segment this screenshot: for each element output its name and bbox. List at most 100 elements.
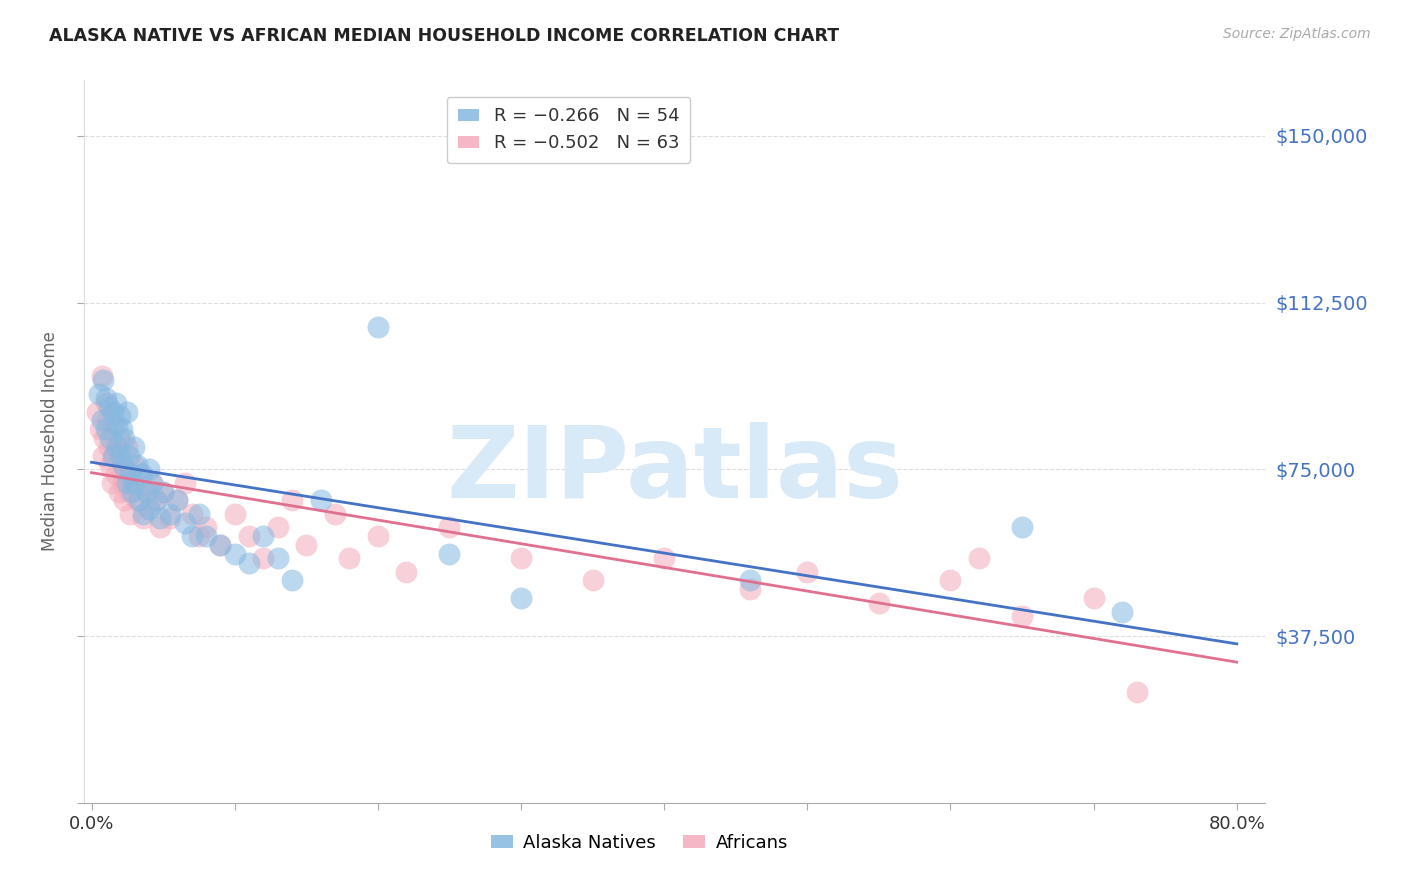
Point xyxy=(159,511,181,525)
Point xyxy=(166,493,188,508)
Point xyxy=(128,493,150,508)
Point xyxy=(309,493,332,508)
Point xyxy=(166,493,188,508)
Y-axis label: Median Household Income: Median Household Income xyxy=(41,332,59,551)
Point xyxy=(94,395,117,409)
Point xyxy=(120,467,142,481)
Point xyxy=(105,440,128,454)
Point xyxy=(138,462,160,476)
Point xyxy=(87,386,110,401)
Point xyxy=(395,565,418,579)
Point xyxy=(141,475,163,490)
Point xyxy=(209,538,232,552)
Point xyxy=(138,502,160,516)
Point xyxy=(1083,591,1105,606)
Point xyxy=(120,507,142,521)
Point xyxy=(90,413,112,427)
Point xyxy=(238,556,260,570)
Text: ALASKA NATIVE VS AFRICAN MEDIAN HOUSEHOLD INCOME CORRELATION CHART: ALASKA NATIVE VS AFRICAN MEDIAN HOUSEHOL… xyxy=(49,27,839,45)
Point xyxy=(97,440,120,454)
Point xyxy=(121,475,143,490)
Point xyxy=(510,551,533,566)
Point xyxy=(581,574,603,588)
Point xyxy=(967,551,990,566)
Point xyxy=(117,475,139,490)
Point xyxy=(110,422,132,436)
Point xyxy=(180,507,202,521)
Point xyxy=(129,467,152,481)
Point xyxy=(93,431,115,445)
Point xyxy=(439,547,461,561)
Point xyxy=(118,484,141,499)
Point xyxy=(180,529,202,543)
Point xyxy=(124,475,146,490)
Point xyxy=(195,529,218,543)
Point xyxy=(111,475,134,490)
Legend: Alaska Natives, Africans: Alaska Natives, Africans xyxy=(484,826,796,859)
Point xyxy=(141,475,163,490)
Point xyxy=(105,440,128,454)
Point xyxy=(173,516,195,530)
Point xyxy=(90,368,112,383)
Point xyxy=(149,520,172,534)
Point xyxy=(107,484,129,499)
Point xyxy=(224,507,246,521)
Point xyxy=(796,565,818,579)
Point xyxy=(252,529,274,543)
Point xyxy=(124,458,146,472)
Point xyxy=(159,507,181,521)
Point xyxy=(1111,605,1133,619)
Point xyxy=(439,520,461,534)
Point xyxy=(209,538,232,552)
Point xyxy=(86,404,108,418)
Point xyxy=(111,458,134,472)
Point xyxy=(1011,520,1033,534)
Text: Source: ZipAtlas.com: Source: ZipAtlas.com xyxy=(1223,27,1371,41)
Point xyxy=(91,449,114,463)
Point xyxy=(252,551,274,566)
Point xyxy=(108,431,131,445)
Point xyxy=(98,431,121,445)
Point xyxy=(94,422,117,436)
Point xyxy=(510,591,533,606)
Point xyxy=(100,475,122,490)
Point xyxy=(132,511,155,525)
Point xyxy=(98,458,121,472)
Point xyxy=(224,547,246,561)
Point xyxy=(145,493,167,508)
Text: ZIPatlas: ZIPatlas xyxy=(447,422,903,519)
Point xyxy=(103,449,125,463)
Point xyxy=(135,484,157,499)
Point xyxy=(868,596,890,610)
Point xyxy=(1125,684,1147,698)
Point xyxy=(187,529,209,543)
Point xyxy=(738,582,761,597)
Point xyxy=(367,320,389,334)
Point xyxy=(117,404,139,418)
Point xyxy=(145,493,167,508)
Point xyxy=(104,467,127,481)
Point xyxy=(118,449,141,463)
Point xyxy=(114,493,136,508)
Point xyxy=(266,520,288,534)
Point xyxy=(89,422,111,436)
Point xyxy=(105,417,128,432)
Point xyxy=(939,574,962,588)
Point xyxy=(101,404,124,418)
Point xyxy=(96,413,118,427)
Point xyxy=(127,493,149,508)
Point xyxy=(138,502,160,516)
Point xyxy=(91,373,114,387)
Point xyxy=(281,574,304,588)
Point xyxy=(266,551,288,566)
Point xyxy=(108,449,131,463)
Point xyxy=(104,395,127,409)
Point xyxy=(127,458,149,472)
Point xyxy=(124,440,146,454)
Point xyxy=(149,511,172,525)
Point xyxy=(135,484,157,499)
Point xyxy=(97,400,120,414)
Point xyxy=(152,484,174,499)
Point xyxy=(132,507,155,521)
Point xyxy=(1011,609,1033,624)
